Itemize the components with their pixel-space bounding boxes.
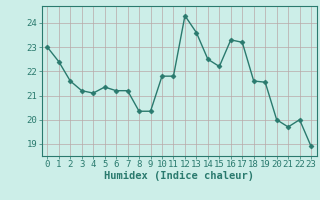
X-axis label: Humidex (Indice chaleur): Humidex (Indice chaleur) <box>104 171 254 181</box>
